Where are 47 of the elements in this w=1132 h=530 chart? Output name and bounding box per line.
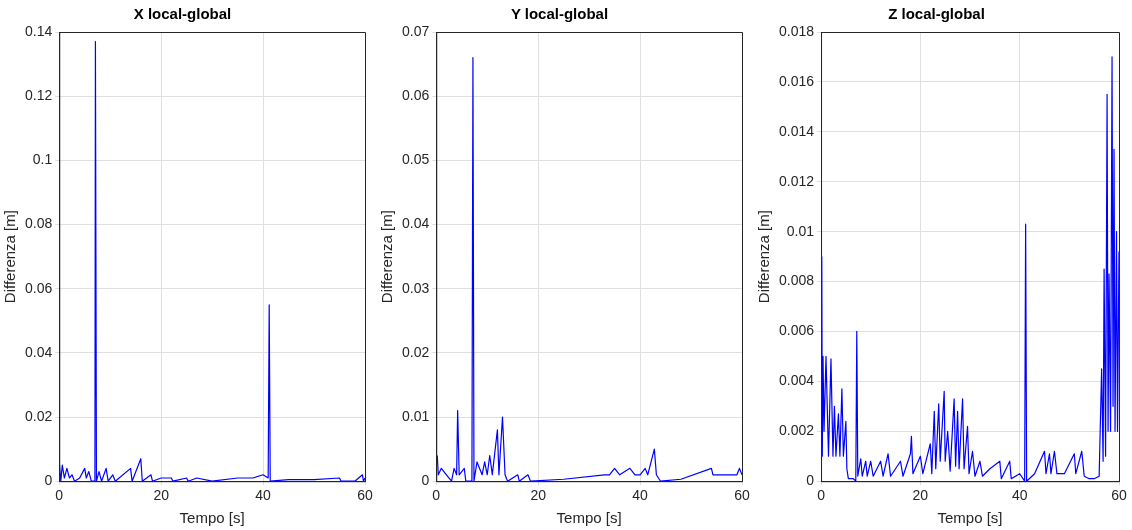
y-tick-label: 0.05: [402, 151, 430, 168]
x-tick-label: 60: [357, 487, 373, 504]
x-axis-title: Tempo [s]: [556, 509, 622, 527]
y-tick-label: 0.01: [402, 407, 430, 424]
y-tick-label: 0.014: [778, 122, 815, 139]
y-tick-label: 0.14: [25, 22, 53, 39]
y-tick-label: 0.002: [778, 422, 815, 439]
x-tick-label: 0: [432, 487, 441, 504]
x-tick-label: 20: [912, 487, 929, 504]
x-tick-label: 40: [255, 487, 272, 504]
y-tick-label: 0: [44, 472, 53, 489]
x-tick-label: 60: [1111, 487, 1127, 504]
y-axis-title: Differenza [m]: [1, 210, 19, 304]
x-tick-label: 40: [632, 487, 649, 504]
x-axis-title: Tempo [s]: [179, 509, 245, 527]
y-tick-label: 0.012: [778, 172, 815, 189]
y-tick-label: 0.07: [402, 22, 430, 39]
x-tick-label: 20: [153, 487, 170, 504]
x-tick-label: 0: [817, 487, 826, 504]
x-tick-label: 0: [55, 487, 64, 504]
y-tick-label: 0: [806, 472, 815, 489]
y-tick-label: 0.1: [32, 151, 53, 168]
y-tick-label: 0.04: [25, 343, 53, 360]
y-axis-title: Differenza [m]: [755, 210, 773, 304]
y-axis-title: Differenza [m]: [378, 210, 396, 304]
y-tick-label: 0.006: [778, 322, 815, 339]
x-axis-title: Tempo [s]: [937, 509, 1003, 527]
y-tick-label: 0.06: [402, 87, 430, 104]
y-tick-label: 0.08: [25, 215, 53, 232]
x-tick-label: 40: [1011, 487, 1028, 504]
y-tick-label: 0.06: [25, 279, 53, 296]
chart-title: Z local-global: [888, 5, 985, 23]
y-tick-label: 0.008: [778, 272, 815, 289]
y-tick-label: 0.01: [786, 222, 815, 239]
y-tick-label: 0.02: [402, 343, 430, 360]
x-tick-label: 60: [734, 487, 750, 504]
y-tick-label: 0.02: [25, 407, 53, 424]
y-tick-label: 0.004: [778, 372, 815, 389]
y-tick-label: 0: [421, 472, 430, 489]
x-tick-label: 20: [530, 487, 547, 504]
y-tick-label: 0.03: [402, 279, 430, 296]
chart-title: Y local-global: [510, 5, 609, 23]
y-tick-label: 0.12: [25, 87, 53, 104]
y-tick-label: 0.016: [778, 72, 815, 89]
y-tick-label: 0.04: [402, 215, 430, 232]
y-tick-label: 0.018: [778, 22, 815, 39]
chart-title: X local-global: [133, 5, 232, 23]
